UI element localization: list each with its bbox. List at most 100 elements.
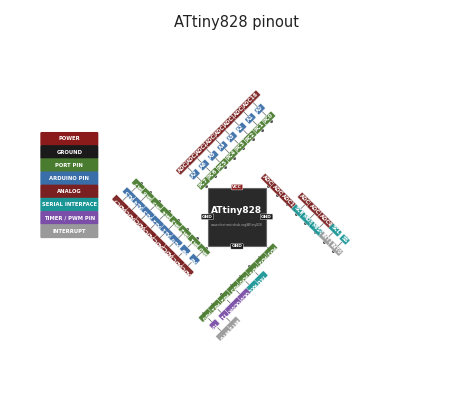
Text: A13: A13 [142,207,154,219]
Text: ADC0: ADC0 [178,261,193,276]
Text: ADC14: ADC14 [262,175,279,192]
Text: PA3: PA3 [170,216,182,228]
FancyBboxPatch shape [40,198,98,212]
Text: PC2: PC2 [244,131,256,143]
Text: ADC4: ADC4 [141,224,155,239]
Text: ADC22: ADC22 [186,147,203,165]
Text: ADC3: ADC3 [150,233,165,248]
Text: PC5: PC5 [217,159,228,171]
Text: ADC17: ADC17 [233,100,250,118]
Text: ADC7: ADC7 [113,196,128,211]
Text: GND: GND [202,215,213,219]
Text: A0: A0 [255,105,264,113]
Text: ADC20: ADC20 [205,128,222,146]
Text: ADC11: ADC11 [299,193,316,211]
Text: A2: A2 [237,123,246,132]
Text: PA6: PA6 [142,188,154,200]
Text: ADC9: ADC9 [319,214,333,228]
Text: ARDUINO PIN: ARDUINO PIN [49,176,89,181]
Text: PA0: PA0 [198,244,209,256]
Text: PORT PIN: PORT PIN [55,163,83,168]
Text: A6: A6 [199,161,209,169]
Text: MISO: MISO [310,223,324,237]
FancyBboxPatch shape [40,145,98,159]
Text: PC1: PC1 [254,122,265,133]
Text: GND: GND [232,244,242,249]
Text: ADC21: ADC21 [195,138,213,155]
FancyBboxPatch shape [40,185,98,198]
Text: A1: A1 [246,114,255,123]
FancyBboxPatch shape [40,211,98,225]
Text: T1: T1 [219,311,228,319]
Text: ATtiny828 pinout: ATtiny828 pinout [174,15,300,30]
Text: RXD: RXD [246,281,258,293]
Text: GROUND: GROUND [56,150,82,155]
Text: SERIAL INTERFACE: SERIAL INTERFACE [42,202,97,207]
Text: www.electronicshub.org/ATtiny828: www.electronicshub.org/ATtiny828 [211,223,263,227]
Text: PB0: PB0 [200,309,211,321]
Text: PC6: PC6 [207,168,219,180]
Text: A15: A15 [124,188,135,200]
Text: POWER: POWER [58,136,80,141]
Text: VCC: VCC [232,185,242,189]
Text: SS: SS [340,235,349,244]
Text: OC0B: OC0B [235,289,250,304]
Text: INT0: INT0 [329,242,342,255]
Text: A11: A11 [161,226,173,237]
Text: A8: A8 [190,255,199,264]
Text: ADC6: ADC6 [122,205,137,220]
Text: GND: GND [261,215,272,219]
Text: A10: A10 [170,235,182,246]
FancyBboxPatch shape [40,132,98,146]
Text: ATtiny828: ATtiny828 [211,206,263,215]
Text: PD1: PD1 [246,263,258,275]
FancyBboxPatch shape [40,224,98,238]
Text: ADC12: ADC12 [281,193,298,211]
Text: ADC10: ADC10 [308,203,326,220]
Text: PB3: PB3 [228,281,239,293]
Text: INT1: INT1 [226,317,239,331]
Text: T0: T0 [210,320,219,329]
Text: OC0A: OC0A [226,299,240,313]
Text: PB2: PB2 [218,291,230,303]
Text: A5: A5 [209,151,218,160]
Text: PA4: PA4 [161,207,172,219]
Text: PD2: PD2 [255,254,267,266]
Text: ADC19: ADC19 [214,119,231,137]
Text: A3: A3 [227,133,236,141]
Text: PA2: PA2 [179,226,191,237]
Text: TIMER / PWM PIN: TIMER / PWM PIN [44,216,95,221]
Text: A14: A14 [133,198,145,209]
Text: ADC18: ADC18 [223,110,241,128]
Text: PC3: PC3 [235,140,246,152]
Text: A12: A12 [152,216,163,228]
Text: PC4: PC4 [226,150,237,161]
Text: TXD: TXD [255,272,267,284]
Text: PB1: PB1 [209,300,220,312]
Text: PA1: PA1 [189,235,200,246]
Text: A4: A4 [218,142,227,151]
Text: MOSI: MOSI [301,214,315,228]
Text: ADC16: ADC16 [242,91,259,109]
Text: PD0: PD0 [237,272,248,284]
FancyBboxPatch shape [40,158,98,172]
Text: PD3: PD3 [264,244,276,256]
Text: ADC23: ADC23 [177,156,194,174]
Polygon shape [208,188,266,246]
Text: A9: A9 [181,245,190,254]
FancyBboxPatch shape [40,171,98,186]
Text: PC7: PC7 [198,178,210,189]
Text: SCK: SCK [292,205,304,217]
Text: SCL: SCL [330,224,341,236]
Text: ADC13: ADC13 [271,184,289,201]
Text: PA5: PA5 [151,198,163,209]
Text: INTERRUPT: INTERRUPT [53,229,86,234]
Text: PA7: PA7 [133,179,144,191]
Text: ADC5: ADC5 [132,214,146,229]
Text: ADC1: ADC1 [169,251,183,266]
Text: PC0: PC0 [263,112,274,124]
Text: ANALOG: ANALOG [57,189,82,194]
Text: A7: A7 [190,170,199,179]
Text: ADC2: ADC2 [160,242,174,257]
Text: INT1: INT1 [319,233,333,246]
